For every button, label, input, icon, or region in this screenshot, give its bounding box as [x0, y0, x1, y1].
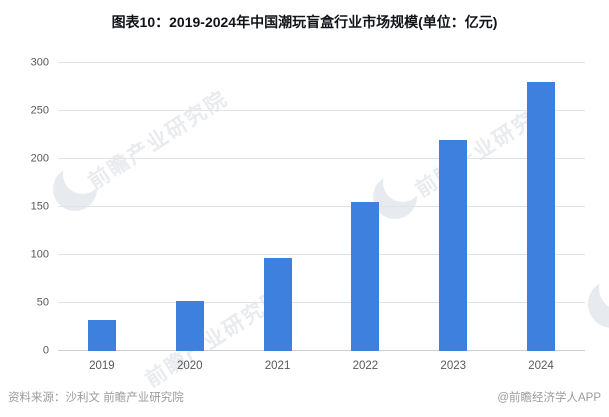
- x-axis-tick-label: 2021: [264, 360, 291, 372]
- x-axis-baseline: [58, 350, 585, 351]
- x-axis-tick-label: 2023: [440, 360, 467, 372]
- y-axis-tick-label: 50: [36, 296, 49, 309]
- y-axis-tick-label: 150: [30, 200, 49, 213]
- y-axis-tick-label: 0: [42, 344, 49, 357]
- x-axis-tick-label: 2022: [352, 360, 379, 372]
- y-axis: 0 50 100 150 200 250 300: [14, 57, 49, 356]
- bar-column: [497, 63, 585, 351]
- qianzhan-logo-watermark-icon: [53, 154, 103, 211]
- bar-column: [321, 63, 409, 351]
- chart-title: 图表10：2019-2024年中国潮玩盲盒行业市场规模(单位：亿元): [111, 14, 498, 30]
- bar-column: [234, 63, 322, 351]
- bar-2023: [439, 139, 468, 351]
- bar-column: [146, 63, 234, 351]
- qianzhan-logo-watermark-icon: [588, 266, 609, 328]
- x-axis: 2019 2020 2021 2022 2023 2024: [58, 360, 585, 372]
- gridline: [58, 158, 585, 159]
- qianzhan-logo-watermark-icon: [373, 162, 423, 219]
- gridline: [58, 110, 585, 111]
- gridline: [58, 254, 585, 255]
- app-credit: @前瞻经济学人APP: [497, 392, 601, 404]
- x-axis-tick-label: 2020: [176, 360, 203, 372]
- x-axis-tick-label: 2024: [528, 360, 554, 372]
- y-axis-tick-label: 200: [30, 152, 49, 165]
- y-axis-tick-label: 250: [30, 104, 49, 117]
- bar-2020: [175, 301, 204, 351]
- source-note: 资料来源：沙利文 前瞻产业研究院: [8, 392, 184, 404]
- bar-column: [58, 63, 146, 351]
- plot-area: [58, 62, 585, 351]
- y-axis-tick-label: 100: [30, 248, 49, 261]
- gridline: [58, 206, 585, 207]
- bar-series: [58, 63, 585, 351]
- x-axis-tick-label: 2019: [89, 360, 115, 372]
- bar-2024: [527, 82, 556, 351]
- bar-2021: [263, 257, 292, 351]
- gridline: [58, 302, 585, 303]
- bar-2019: [87, 320, 116, 351]
- gridline: [58, 62, 585, 63]
- y-axis-tick-label: 300: [30, 56, 49, 69]
- bar-column: [409, 63, 497, 351]
- bar-2022: [351, 202, 380, 351]
